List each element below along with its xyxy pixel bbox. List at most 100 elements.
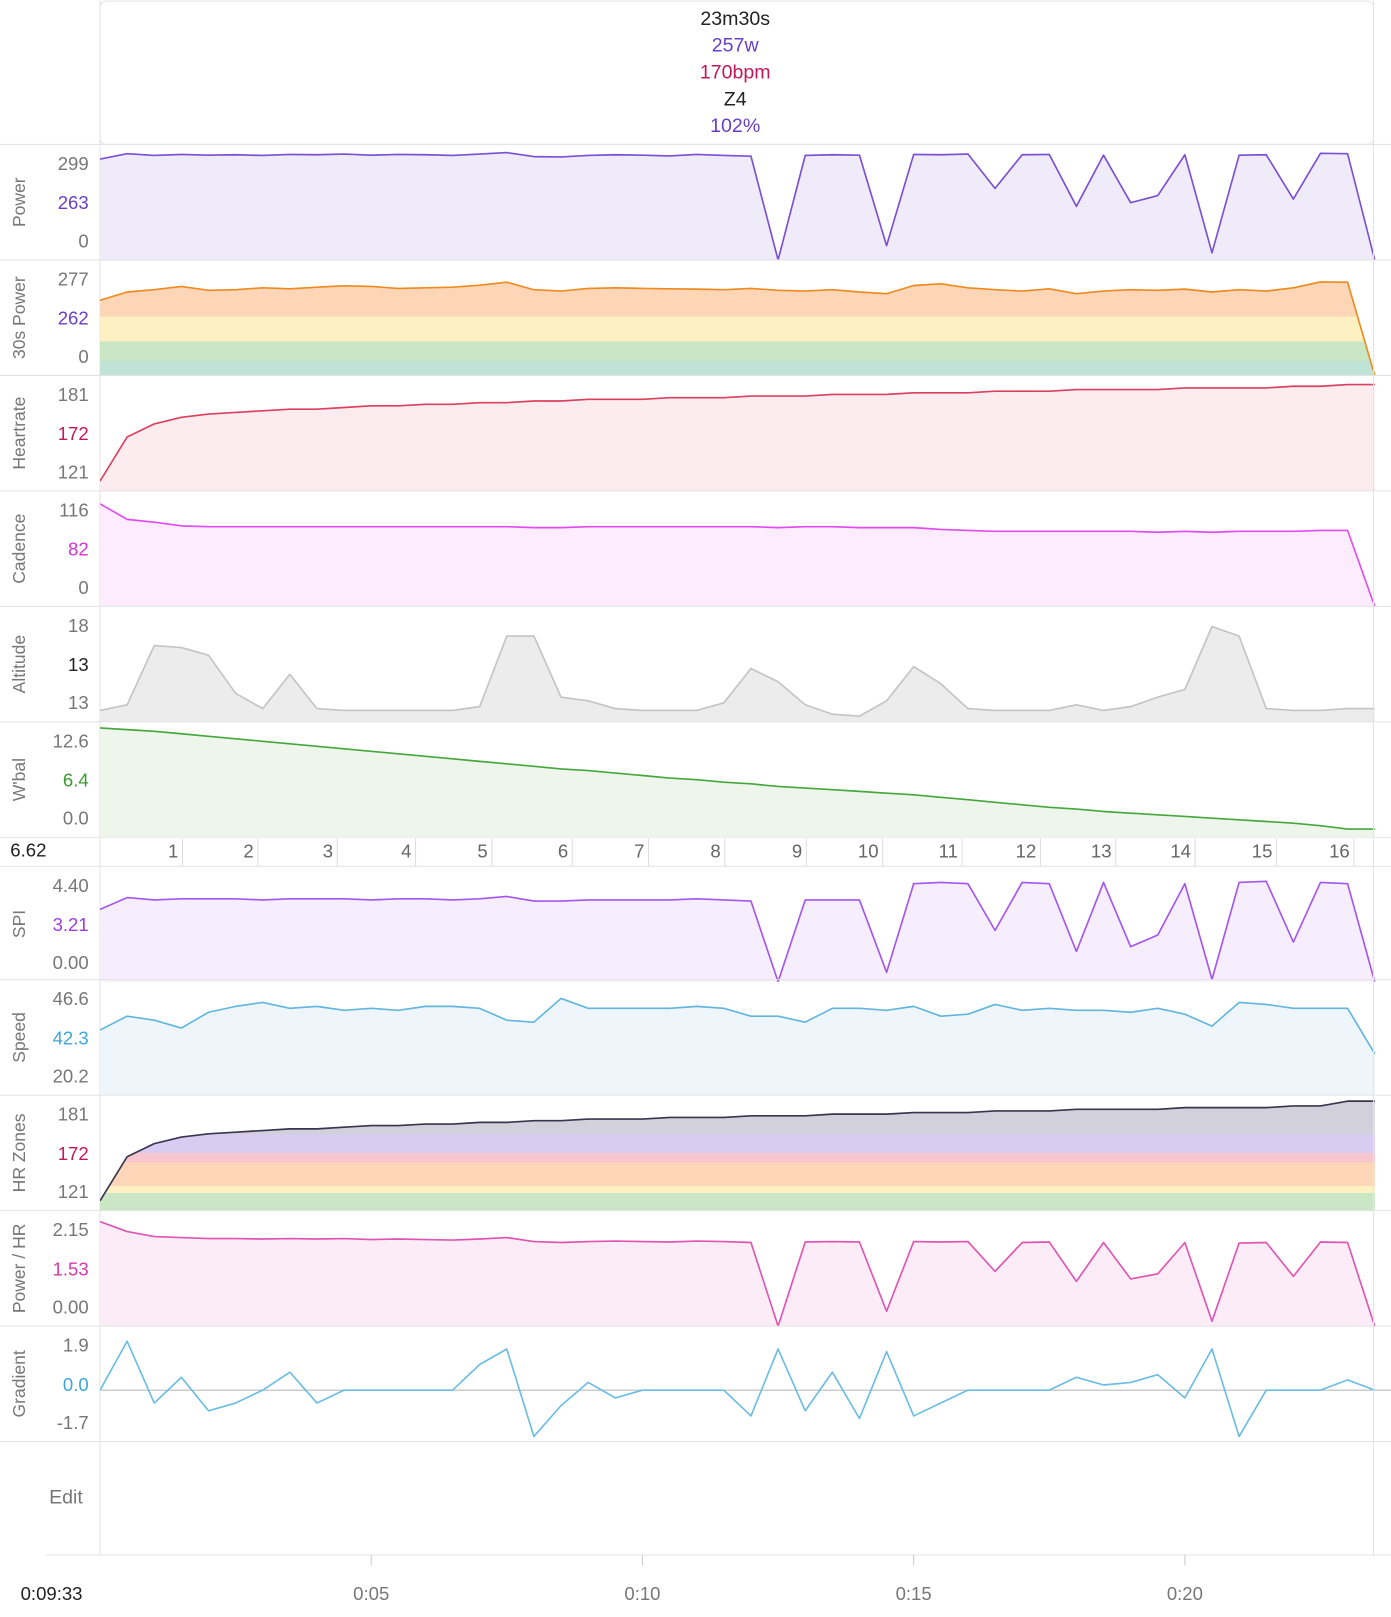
zone-band [100, 341, 1375, 361]
edit-link[interactable]: Edit [49, 1487, 83, 1509]
stat-current: 3.21 [53, 914, 89, 935]
line [100, 1220, 1376, 1327]
lap-label: 13 [1091, 841, 1112, 862]
lap-label: 8 [710, 841, 720, 862]
stat-max: 46.6 [53, 988, 89, 1009]
stat-max: 4.40 [53, 875, 89, 896]
stat-max: 2.15 [53, 1219, 89, 1240]
zones [100, 261, 1391, 376]
lap-distance: 6.62 [10, 840, 46, 861]
line [100, 997, 1376, 1055]
lap-label: 2 [243, 841, 253, 862]
zone-band [100, 1152, 1375, 1163]
stat-min: 0.00 [53, 952, 89, 973]
area [100, 503, 1375, 607]
lap-label: 15 [1252, 841, 1273, 862]
header-stat: 257w [712, 35, 760, 57]
stat-min: 20.2 [53, 1066, 89, 1087]
lap-label: 7 [634, 841, 644, 862]
panel-name: Speed [9, 1012, 29, 1063]
line [100, 281, 1376, 376]
stat-current: 172 [58, 1143, 89, 1164]
line [100, 1340, 1376, 1438]
panel-name: Power [9, 177, 29, 227]
panel-plot [100, 997, 1376, 1096]
panel-plot [100, 503, 1376, 607]
line [100, 1100, 1375, 1202]
stat-max: 277 [58, 268, 89, 289]
panel-name: HR Zones [9, 1113, 29, 1192]
lap-label: 5 [477, 841, 487, 862]
stat-max: 18 [68, 615, 89, 636]
lap-label: 3 [323, 841, 333, 862]
stat-min: 13 [68, 692, 89, 713]
stat-max: 181 [58, 1104, 89, 1125]
zone-band [100, 1193, 1375, 1211]
zone-band [100, 1185, 1375, 1194]
line [100, 727, 1375, 830]
stat-min: 121 [58, 461, 89, 482]
panel-name: Heartrate [9, 397, 29, 470]
area [100, 1221, 1375, 1327]
zone-band [100, 261, 1391, 281]
stat-min: 0.0 [63, 808, 89, 829]
area [100, 152, 1375, 260]
stat-current: 82 [68, 539, 89, 560]
panel-name: Power / HR [9, 1224, 29, 1314]
area [100, 626, 1375, 722]
stat-current: 42.3 [53, 1027, 89, 1048]
stat-min: 121 [58, 1181, 89, 1202]
stat-max: 299 [58, 153, 89, 174]
lap-label: 6 [558, 841, 568, 862]
lap-label: 1 [168, 841, 178, 862]
panel-name: 30s Power [9, 276, 29, 359]
stat-max: 1.9 [63, 1335, 89, 1356]
lap-label: 11 [939, 841, 958, 862]
stat-min: 0.00 [53, 1297, 89, 1318]
stat-current: 1.53 [53, 1258, 89, 1279]
header-stat: 170bpm [700, 61, 771, 83]
panel-plot [100, 151, 1376, 260]
stat-current: 6.4 [63, 770, 89, 791]
zone-band [100, 360, 1375, 376]
cursor-time: 0:09:33 [21, 1583, 83, 1604]
zone-band [100, 1162, 1375, 1186]
stat-max: 12.6 [53, 730, 89, 751]
stat-min: 0 [78, 230, 88, 251]
x-tick-label: 0:15 [896, 1583, 932, 1604]
lap-label: 14 [1170, 841, 1191, 862]
stat-max: 181 [58, 384, 89, 405]
panel-plot [100, 727, 1375, 838]
x-tick-label: 0:05 [353, 1583, 389, 1604]
line [100, 503, 1376, 607]
panel-name: SPI [9, 910, 29, 938]
stat-min: 0 [78, 577, 88, 598]
area [100, 384, 1375, 491]
panel-name: W'bal [9, 758, 29, 801]
panel-name: Altitude [9, 635, 29, 693]
line [100, 625, 1375, 717]
panel-plot [100, 880, 1376, 982]
stat-min: -1.7 [57, 1412, 89, 1433]
stat-current: 13 [68, 654, 89, 675]
panel-plot [100, 625, 1375, 722]
stat-max: 116 [59, 499, 89, 520]
stat-min: 0 [78, 346, 88, 367]
lap-label: 9 [792, 841, 802, 862]
panel-plot [100, 383, 1375, 491]
panel-name: Gradient [9, 1350, 29, 1417]
stat-current: 0.0 [63, 1374, 89, 1395]
area [100, 727, 1375, 838]
area [100, 998, 1375, 1096]
line [100, 151, 1376, 260]
x-tick-label: 0:10 [624, 1583, 660, 1604]
panel-plot [100, 1220, 1376, 1327]
lap-label: 10 [858, 841, 879, 862]
panel-plot [100, 1100, 1375, 1211]
panel-name: Cadence [9, 514, 29, 584]
stat-current: 172 [58, 423, 89, 444]
zone-band [100, 316, 1375, 342]
lap-label: 4 [401, 841, 411, 862]
lap-label: 16 [1329, 841, 1350, 862]
